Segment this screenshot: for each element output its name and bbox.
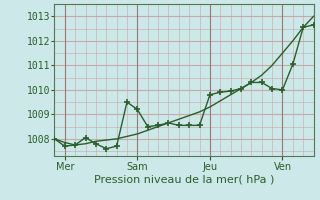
X-axis label: Pression niveau de la mer( hPa ): Pression niveau de la mer( hPa ) (94, 174, 274, 184)
